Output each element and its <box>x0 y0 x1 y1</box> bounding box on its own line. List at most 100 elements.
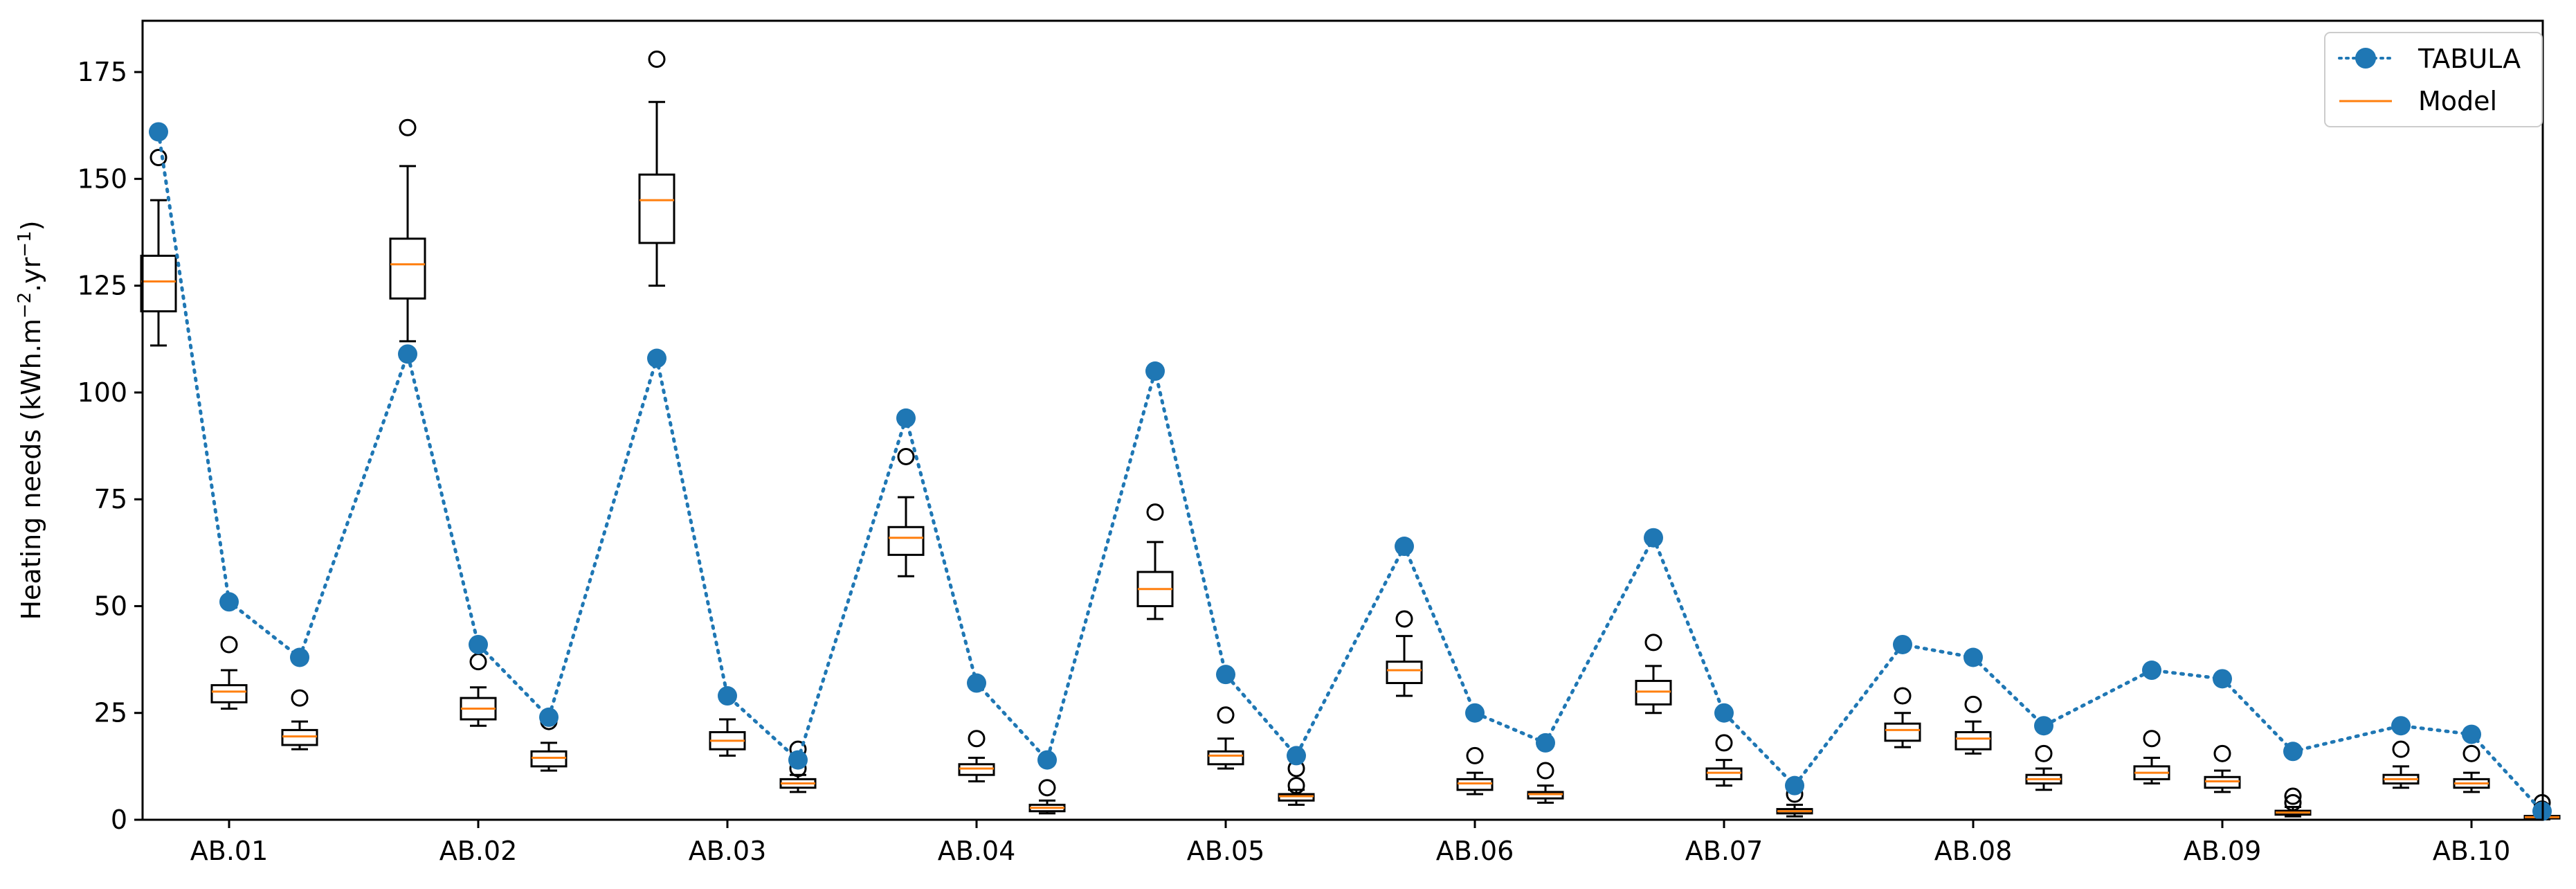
tabula-point <box>219 592 239 612</box>
y-axis-label: Heating needs (kWh.m−2.yr−1) <box>15 220 46 620</box>
tabula-point <box>1714 703 1734 723</box>
model-box <box>1136 503 1174 620</box>
tabula-point <box>1287 746 1306 766</box>
model-box <box>2025 744 2062 791</box>
tabula-point <box>1785 775 1804 796</box>
model-box <box>1527 762 1564 804</box>
tabula-point <box>647 348 666 368</box>
outlier-point <box>1217 706 1235 724</box>
legend-frame <box>2324 32 2543 127</box>
legend-tabula-marker <box>2355 48 2376 69</box>
box-iqr <box>638 173 675 244</box>
outlier-point <box>1964 695 1982 713</box>
outlier-point <box>1038 779 1056 797</box>
model-box <box>958 730 995 782</box>
box-iqr <box>281 728 318 746</box>
tabula-point <box>1145 361 1165 381</box>
tabula-point <box>788 750 808 770</box>
outlier-point <box>2462 744 2480 762</box>
x-tick-label: AB.02 <box>439 836 518 866</box>
outlier-point <box>1146 503 1164 521</box>
tabula-point <box>398 344 417 364</box>
legend-tabula-label: TABULA <box>2418 44 2521 74</box>
tabula-point <box>2142 661 2161 681</box>
model-box <box>1954 695 1992 755</box>
x-tick-label: AB.09 <box>2184 836 2262 866</box>
tabula-point <box>1216 665 1235 685</box>
axes: 0 25 50 75 100 125 150 175 AB.01 AB.02 AB.03 AB.04 A… <box>77 19 2544 866</box>
outlier-point <box>291 689 309 707</box>
tabula-point <box>2391 716 2411 736</box>
model-box <box>1207 706 1244 770</box>
y-tick-label: 75 <box>94 484 127 514</box>
outlier-point <box>399 118 417 136</box>
model-box <box>389 118 426 343</box>
tabula-point <box>469 634 488 654</box>
x-tick-label: AB.05 <box>1187 836 1265 866</box>
box-iqr <box>887 526 925 556</box>
model-box <box>1776 785 1813 818</box>
box-iqr <box>530 750 568 768</box>
tabula-series <box>149 122 2552 821</box>
box-iqr <box>1954 730 1992 751</box>
tabula-point <box>2283 742 2303 762</box>
model-box <box>140 148 177 347</box>
model-box <box>1386 610 1423 697</box>
tabula-point <box>1395 537 1414 557</box>
model-box <box>1278 760 1315 806</box>
outlier-point <box>2284 793 2302 811</box>
box-iqr <box>1386 661 1423 685</box>
plot-frame <box>141 19 2544 821</box>
model-box <box>1705 734 1743 787</box>
x-tick-label: AB.07 <box>1685 836 1763 866</box>
box-iqr <box>1456 778 1494 791</box>
outlier-point <box>968 730 986 748</box>
tabula-point <box>718 686 737 706</box>
outlier-point <box>2143 730 2161 748</box>
model-box <box>887 447 925 577</box>
tabula-point <box>1644 528 1663 548</box>
outlier-point <box>1644 634 1662 652</box>
model-box <box>638 51 675 287</box>
outlier-point <box>1395 610 1413 628</box>
model-box <box>2274 787 2312 818</box>
box-iqr <box>2204 775 2241 789</box>
outlier-point <box>1894 687 1912 705</box>
tabula-point <box>1893 634 1912 654</box>
outlier-point <box>648 51 666 69</box>
model-box <box>1635 634 1672 715</box>
model-box <box>2382 740 2420 789</box>
legend-model-label: Model <box>2418 86 2497 116</box>
model-box <box>1456 746 1494 796</box>
outlier-point <box>2213 744 2231 762</box>
box-iqr <box>958 763 995 776</box>
tabula-point <box>149 122 168 142</box>
x-tick-label: AB.01 <box>190 836 269 866</box>
x-tick-label: AB.08 <box>1934 836 2013 866</box>
tabula-point <box>2462 724 2481 744</box>
tabula-point <box>2213 669 2232 689</box>
model-box <box>210 636 248 710</box>
tabula-point <box>1465 703 1485 723</box>
tabula-point <box>539 707 559 727</box>
y-tick-label: 0 <box>111 805 127 835</box>
model-box <box>1884 687 1921 748</box>
y-tick-label: 25 <box>94 698 127 728</box>
outlier-point <box>2284 787 2302 805</box>
outlier-point <box>897 447 915 465</box>
y-tick-label: 125 <box>77 271 127 301</box>
model-box <box>1028 779 1066 815</box>
model-box <box>281 689 318 751</box>
outlier-point <box>1287 777 1305 795</box>
box-iqr <box>1527 791 1564 800</box>
outlier-point <box>1536 762 1554 780</box>
tabula-point <box>1536 733 1555 753</box>
model-boxplots <box>140 51 2561 820</box>
box-iqr <box>1635 679 1672 706</box>
tabula-point <box>896 408 916 428</box>
outlier-point <box>2035 744 2053 762</box>
box-iqr <box>1884 722 1921 742</box>
x-tick-label: AB.03 <box>689 836 767 866</box>
tabula-point <box>967 673 986 693</box>
